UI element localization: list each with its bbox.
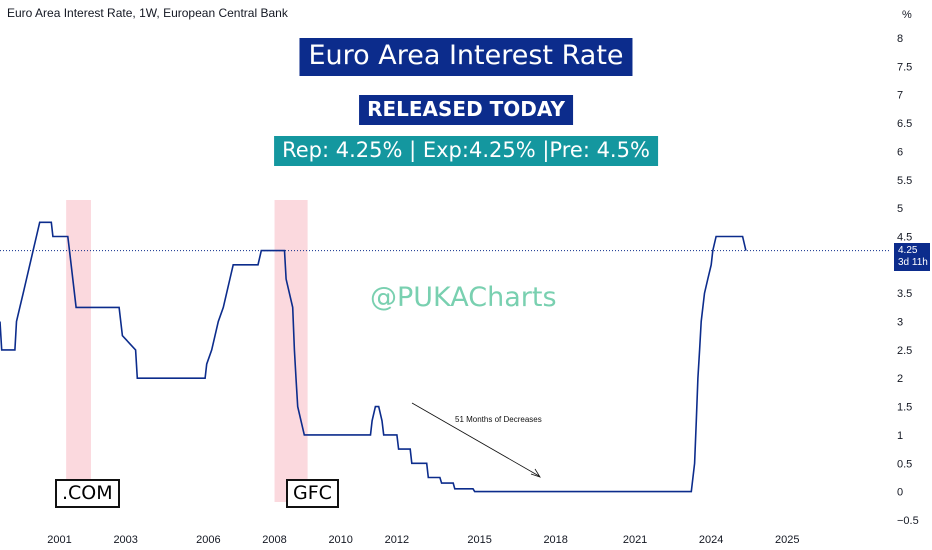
x-tick-label: 2012: [385, 534, 409, 546]
y-tick-label: 8: [897, 33, 903, 45]
countdown-label: 3d 11h: [898, 257, 928, 268]
dotcom-tag: .COM: [55, 479, 120, 508]
decrease-arrow: [411, 402, 540, 477]
y-tick-label: 6: [897, 146, 903, 158]
decrease-annotation: 51 Months of Decreases: [455, 415, 542, 424]
y-tick-label: 7.5: [897, 61, 912, 73]
y-tick-label: −0.5: [897, 515, 919, 527]
y-tick-label: 1: [897, 430, 903, 442]
recession-shade-1: [274, 200, 308, 502]
x-tick-label: 2025: [775, 534, 799, 546]
x-tick-label: 2008: [262, 534, 286, 546]
chart-title-banner: Euro Area Interest Rate: [299, 38, 633, 76]
x-tick-label: 2010: [328, 534, 352, 546]
y-tick-label: 2: [897, 373, 903, 385]
y-tick-label: 4.5: [897, 231, 912, 243]
x-tick-label: 2021: [623, 534, 647, 546]
current-value-badge: 4.25 3d 11h: [894, 243, 930, 271]
x-tick-label: 2003: [113, 534, 137, 546]
gfc-tag: GFC: [286, 479, 339, 508]
y-axis-unit-label: %: [902, 9, 912, 21]
x-tick-label: 2024: [699, 534, 723, 546]
y-tick-label: 0.5: [897, 458, 912, 470]
y-tick-label: 6.5: [897, 118, 912, 130]
y-tick-label: 5: [897, 203, 903, 215]
interest-rate-series-line: [0, 221, 747, 493]
x-tick-label: 2018: [543, 534, 567, 546]
source-title: Euro Area Interest Rate, 1W, European Ce…: [7, 6, 288, 20]
y-tick-label: 5.5: [897, 175, 912, 187]
values-banner: Rep: 4.25% | Exp:4.25% |Pre: 4.5%: [274, 136, 658, 166]
x-tick-label: 2015: [467, 534, 491, 546]
x-tick-label: 2006: [196, 534, 220, 546]
y-tick-label: 3.5: [897, 288, 912, 300]
x-tick-label: 2001: [47, 534, 71, 546]
released-today-banner: RELEASED TODAY: [359, 95, 573, 125]
current-value-label: 4.25: [898, 245, 918, 256]
decrease-arrow-head: [530, 468, 541, 478]
recession-shade-0: [66, 200, 91, 502]
y-tick-label: 1.5: [897, 402, 912, 414]
y-tick-label: 2.5: [897, 345, 912, 357]
y-tick-label: 3: [897, 317, 903, 329]
watermark-handle: @PUKACharts: [370, 282, 557, 313]
y-tick-label: 7: [897, 90, 903, 102]
y-tick-label: 0: [897, 487, 903, 499]
